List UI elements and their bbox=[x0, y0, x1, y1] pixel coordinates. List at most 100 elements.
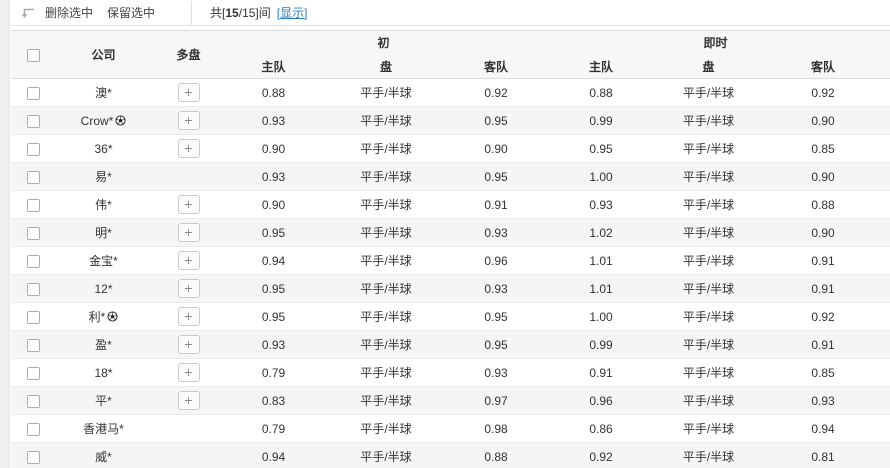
initial-home-odds: 0.79 bbox=[226, 414, 321, 443]
initial-handicap: 平手/半球 bbox=[321, 358, 451, 387]
initial-handicap: 平手/半球 bbox=[321, 162, 451, 191]
expand-plus-button[interactable]: + bbox=[177, 251, 200, 270]
live-away-odds: 0.81 bbox=[756, 442, 890, 468]
row-checkbox[interactable] bbox=[27, 450, 40, 464]
company-cell: 明* bbox=[56, 218, 151, 247]
company-name: Crow* bbox=[80, 113, 114, 128]
initial-handicap: 平手/半球 bbox=[321, 442, 451, 468]
live-handicap: 平手/半球 bbox=[661, 274, 757, 303]
live-home-odds: 1.00 bbox=[541, 302, 662, 331]
expand-plus-button[interactable]: + bbox=[177, 279, 200, 298]
show-link[interactable]: [显示] bbox=[276, 6, 308, 20]
row-checkbox[interactable] bbox=[27, 170, 40, 184]
row-select-cell bbox=[11, 442, 56, 468]
expand-plus-button[interactable]: + bbox=[177, 139, 200, 158]
company-cell: 盈* bbox=[56, 330, 151, 359]
toolbar: 删除选中 保留选中 共[15/15]间 [显示] bbox=[11, 0, 890, 26]
expand-plus-button[interactable]: + bbox=[177, 391, 200, 410]
delete-selected-button[interactable]: 删除选中 bbox=[45, 6, 94, 20]
select-all-checkbox[interactable] bbox=[27, 48, 40, 62]
live-away-odds: 0.92 bbox=[756, 302, 890, 331]
expand-plus-button[interactable]: + bbox=[177, 307, 200, 326]
live-home-odds: 0.93 bbox=[541, 190, 662, 219]
row-select-cell bbox=[11, 414, 56, 443]
col-header-live-handicap: 盘 bbox=[702, 59, 715, 74]
initial-home-odds: 0.93 bbox=[226, 330, 321, 359]
live-handicap: 平手/半球 bbox=[661, 358, 757, 387]
live-home-odds: 0.96 bbox=[541, 386, 662, 415]
company-cell: 平* bbox=[56, 386, 151, 415]
company-name: 36* bbox=[94, 141, 113, 156]
company-name: 利* bbox=[88, 310, 106, 324]
multi-cell: + bbox=[151, 134, 226, 163]
live-handicap: 平手/半球 bbox=[661, 330, 757, 359]
expand-plus-button[interactable]: + bbox=[177, 111, 200, 130]
row-checkbox[interactable] bbox=[27, 394, 40, 408]
initial-handicap: 平手/半球 bbox=[321, 330, 451, 359]
company-cell: 18* bbox=[56, 358, 151, 387]
row-checkbox[interactable] bbox=[27, 86, 40, 100]
group-header-live: 即时 bbox=[541, 30, 890, 55]
keep-selected-button[interactable]: 保留选中 bbox=[107, 6, 156, 20]
live-home-odds: 1.01 bbox=[541, 274, 662, 303]
live-away-odds: 0.92 bbox=[756, 78, 890, 107]
col-header-live-away: 客队 bbox=[811, 59, 836, 74]
live-home-odds: 1.00 bbox=[541, 162, 662, 191]
multi-cell: + bbox=[151, 218, 226, 247]
table-row: 明* + 0.95 平手/半球 0.93 1.02 平手/半球 0.90 bbox=[11, 218, 890, 247]
col-header-initial-home: 主队 bbox=[261, 59, 286, 74]
expand-plus-button[interactable]: + bbox=[177, 363, 200, 382]
expand-plus-button[interactable]: + bbox=[177, 195, 200, 214]
expand-plus-button[interactable]: + bbox=[177, 223, 200, 242]
row-select-cell bbox=[11, 386, 56, 415]
live-away-odds: 0.91 bbox=[756, 274, 890, 303]
initial-handicap: 平手/半球 bbox=[321, 218, 451, 247]
left-gutter bbox=[0, 0, 10, 468]
company-name: 香港马* bbox=[83, 422, 124, 436]
company-name: 澳* bbox=[95, 86, 112, 100]
soccer-ball-icon bbox=[115, 114, 126, 126]
initial-home-odds: 0.83 bbox=[226, 386, 321, 415]
initial-home-odds: 0.95 bbox=[226, 274, 321, 303]
row-checkbox[interactable] bbox=[27, 422, 40, 436]
initial-away-odds: 0.92 bbox=[451, 78, 542, 107]
table-row: 伟* + 0.90 平手/半球 0.91 0.93 平手/半球 0.88 bbox=[11, 190, 890, 219]
row-checkbox[interactable] bbox=[27, 338, 40, 352]
table-row: 利* + 0.95 平手/半球 0.95 1.00 平手/半球 0.92 bbox=[11, 302, 890, 331]
row-select-cell bbox=[11, 246, 56, 275]
initial-away-odds: 0.95 bbox=[451, 330, 542, 359]
table-row: 金宝* + 0.94 平手/半球 0.96 1.01 平手/半球 0.91 bbox=[11, 246, 890, 275]
odds-table: 公司 多盘 初 即时 主队 盘 客队 主队 盘 客队 澳* + 0.88 平手/… bbox=[11, 30, 890, 468]
row-checkbox[interactable] bbox=[27, 226, 40, 240]
initial-away-odds: 0.95 bbox=[451, 162, 542, 191]
table-row: 36* + 0.90 平手/半球 0.90 0.95 平手/半球 0.85 bbox=[11, 134, 890, 163]
live-away-odds: 0.94 bbox=[756, 414, 890, 443]
row-checkbox[interactable] bbox=[27, 282, 40, 296]
company-cell: 澳* bbox=[56, 78, 151, 107]
company-name: 盈* bbox=[95, 338, 112, 352]
row-select-cell bbox=[11, 274, 56, 303]
row-checkbox[interactable] bbox=[27, 198, 40, 212]
initial-away-odds: 0.95 bbox=[451, 106, 542, 135]
company-count-label: 共[15/15]间 bbox=[210, 6, 271, 20]
company-name: 明* bbox=[95, 226, 112, 240]
expand-plus-button[interactable]: + bbox=[177, 83, 200, 102]
row-select-cell bbox=[11, 134, 56, 163]
row-checkbox[interactable] bbox=[27, 366, 40, 380]
expand-plus-button[interactable]: + bbox=[177, 335, 200, 354]
row-select-cell bbox=[11, 330, 56, 359]
live-away-odds: 0.90 bbox=[756, 218, 890, 247]
initial-away-odds: 0.95 bbox=[451, 302, 542, 331]
initial-away-odds: 0.91 bbox=[451, 190, 542, 219]
live-home-odds: 0.91 bbox=[541, 358, 662, 387]
live-handicap: 平手/半球 bbox=[661, 386, 757, 415]
col-header-initial-away: 客队 bbox=[484, 59, 509, 74]
live-handicap: 平手/半球 bbox=[661, 302, 757, 331]
row-checkbox[interactable] bbox=[27, 114, 40, 128]
company-cell: Crow* bbox=[56, 106, 151, 135]
row-select-cell bbox=[11, 78, 56, 107]
row-checkbox[interactable] bbox=[27, 254, 40, 268]
row-checkbox[interactable] bbox=[27, 142, 40, 156]
table-row: 12* + 0.95 平手/半球 0.93 1.01 平手/半球 0.91 bbox=[11, 274, 890, 303]
row-checkbox[interactable] bbox=[27, 310, 40, 324]
